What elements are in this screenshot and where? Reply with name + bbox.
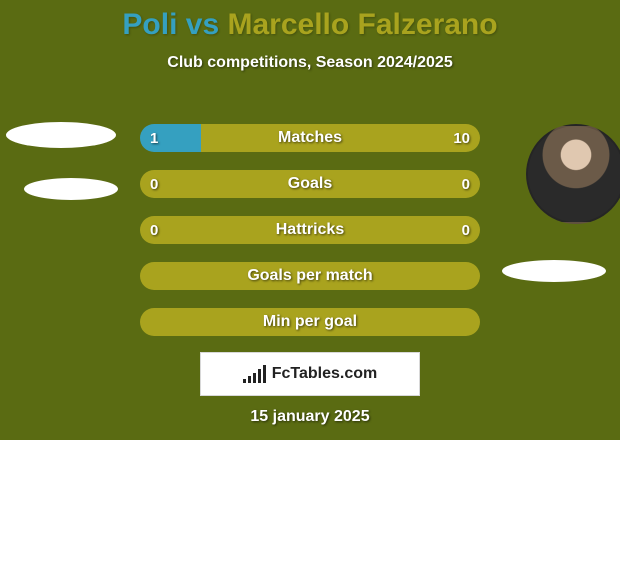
decorative-ellipse (24, 178, 118, 200)
title-player-right: Marcello Falzerano (227, 8, 497, 41)
logo-bar-segment (253, 373, 256, 383)
bar-label: Goals per match (140, 262, 480, 290)
decorative-ellipse (6, 122, 116, 148)
stat-bar-row: 00Hattricks (140, 216, 480, 244)
logo-bar-segment (243, 379, 246, 383)
decorative-ellipse (502, 260, 606, 282)
stat-bars: 110Matches 00Goals 00Hattricks Goals per ma… (140, 124, 480, 354)
subtitle: Club competitions, Season 2024/2025 (0, 54, 620, 72)
bar-label: Min per goal (140, 308, 480, 336)
snapshot-date: 15 january 2025 (0, 408, 620, 426)
logo-text: FcTables.com (272, 365, 378, 383)
logo-bar-segment (263, 365, 266, 383)
stat-bar-row: 00Goals (140, 170, 480, 198)
page-title: Poli vs Marcello Falzerano (0, 0, 620, 42)
title-player-left: Poli (122, 8, 177, 41)
comparison-panel: Poli vs Marcello Falzerano Club competit… (0, 0, 620, 440)
source-logo: FcTables.com (200, 352, 420, 396)
stat-bar-row: Goals per match (140, 262, 480, 290)
title-separator: vs (177, 8, 227, 41)
bar-label: Matches (140, 124, 480, 152)
avatar-right (526, 124, 620, 224)
bar-label: Hattricks (140, 216, 480, 244)
logo-bars-icon (243, 365, 266, 383)
bar-label: Goals (140, 170, 480, 198)
stat-bar-row: 110Matches (140, 124, 480, 152)
logo-bar-segment (248, 376, 251, 383)
logo-bar-segment (258, 369, 261, 383)
stat-bar-row: Min per goal (140, 308, 480, 336)
